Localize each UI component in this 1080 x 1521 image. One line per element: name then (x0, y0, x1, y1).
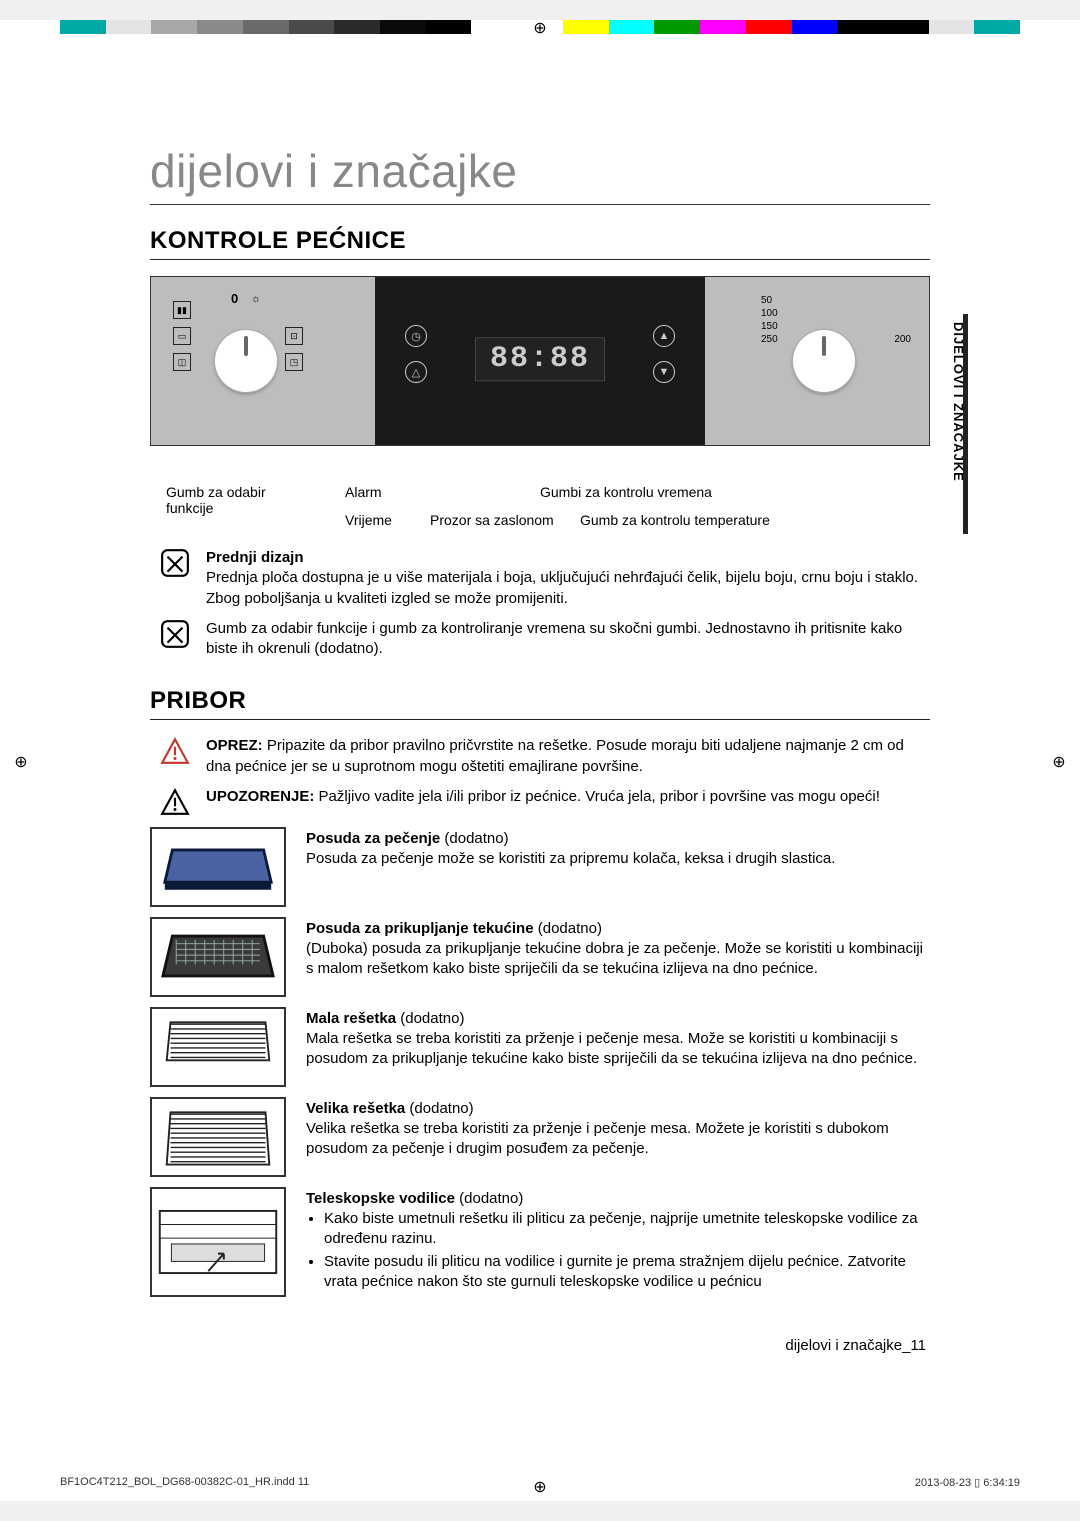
colorbar-segment (746, 20, 792, 34)
caution-note: OPREZ: Pripazite da pribor pravilno prič… (160, 736, 930, 777)
colorbar-segment (974, 20, 1020, 34)
accessory-row: Mala rešetka (dodatno)Mala rešetka se tr… (150, 1007, 930, 1087)
colorbar-segment (426, 20, 472, 34)
lcd-display: 88:88 (475, 337, 605, 381)
section-heading-accessories: PRIBOR (150, 687, 930, 720)
callout-display: Prozor sa zaslonom (430, 512, 554, 528)
clock-button[interactable]: ◷ (405, 325, 427, 347)
colorbar-segment (334, 20, 380, 34)
note-icon (160, 548, 190, 578)
function-knob[interactable] (215, 330, 277, 392)
colorbar-segment (700, 20, 746, 34)
colorbar-segment (792, 20, 838, 34)
panel-callouts: Gumb za odabir funkcije Alarm Vrijeme Pr… (150, 450, 930, 538)
callout-alarm: Alarm (345, 484, 382, 500)
page: ⊕ ⊕ ⊕ dijelovi i značajke KONTROLE PEĆNI… (0, 20, 1080, 1501)
callout-time: Vrijeme (345, 512, 392, 528)
accessory-thumbnail (150, 827, 286, 907)
control-panel-figure: 0 ☼ ▮▮ ▭ ⊡ ◫ ◳ ◷ △ ▲ ▼ (150, 276, 930, 446)
colorbar-segment (243, 20, 289, 34)
page-title: dijelovi i značajke (150, 144, 930, 205)
section-tab: DIJELOVI I ZNAČAJKE (944, 318, 966, 482)
accessory-text: Mala rešetka (dodatno)Mala rešetka se tr… (306, 1007, 930, 1087)
accessory-thumbnail (150, 917, 286, 997)
warning-body: Pažljivo vadite jela i/ili pribor iz peć… (314, 788, 880, 805)
accessory-row: Posuda za prikupljanje tekućine (dodatno… (150, 917, 930, 997)
colorbar-segment (106, 20, 152, 34)
colorbar-segment (471, 20, 517, 34)
caution-body: Pripazite da pribor pravilno pričvrstite… (206, 737, 904, 774)
footer-text: dijelovi i značajke_11 (785, 1337, 926, 1354)
section-heading-controls: KONTROLE PEĆNICE (150, 227, 930, 260)
print-file: BF1OC4T212_BOL_DG68-00382C-01_HR.indd 11 (60, 1476, 309, 1489)
colorbar-segment (380, 20, 426, 34)
note-popout-knobs: Gumb za odabir funkcije i gumb za kontro… (160, 619, 930, 660)
note-body: Gumb za odabir funkcije i gumb za kontro… (206, 620, 902, 657)
colorbar-segment (151, 20, 197, 34)
colorbar-segment (654, 20, 700, 34)
accessory-text: Velika rešetka (dodatno)Velika rešetka s… (306, 1097, 930, 1177)
callout-time-controls: Gumbi za kontrolu vremena (540, 484, 712, 500)
accessory-list: Posuda za pečenje (dodatno)Posuda za peč… (150, 827, 930, 1297)
time-down-button[interactable]: ▼ (653, 361, 675, 383)
accessory-text: Posuda za prikupljanje tekućine (dodatno… (306, 917, 930, 997)
note-title: Prednji dizajn (206, 549, 304, 566)
accessory-row: Velika rešetka (dodatno)Velika rešetka s… (150, 1097, 930, 1177)
colorbar-segment (563, 20, 609, 34)
accessory-thumbnail (150, 1187, 286, 1297)
accessory-text: Teleskopske vodilice (dodatno)Kako biste… (306, 1187, 930, 1297)
alarm-button[interactable]: △ (405, 361, 427, 383)
colorbar-segment (60, 20, 106, 34)
callout-function-knob: Gumb za odabir funkcije (166, 484, 266, 516)
colorbar-segment (197, 20, 243, 34)
display-area: ◷ △ ▲ ▼ 88:88 (375, 277, 705, 445)
print-footer: BF1OC4T212_BOL_DG68-00382C-01_HR.indd 11… (0, 1476, 1080, 1489)
note-icon (160, 619, 190, 649)
accessory-text: Posuda za pečenje (dodatno)Posuda za peč… (306, 827, 930, 907)
accessory-row: Posuda za pečenje (dodatno)Posuda za peč… (150, 827, 930, 907)
caution-lead: OPREZ: (206, 737, 263, 754)
note-body: Prednja ploča dostupna je u više materij… (206, 569, 918, 606)
time-up-button[interactable]: ▲ (653, 325, 675, 347)
temperature-scale: 50 100 150 250200 (761, 295, 911, 347)
content-area: dijelovi i značajke KONTROLE PEĆNICE 0 ☼… (0, 34, 1080, 1414)
warning-note: UPOZORENJE: Pažljivo vadite jela i/ili p… (160, 787, 930, 817)
accessory-thumbnail (150, 1097, 286, 1177)
colorbar-segment (837, 20, 883, 34)
accessory-row: Teleskopske vodilice (dodatno)Kako biste… (150, 1187, 930, 1297)
warning-lead: UPOZORENJE: (206, 788, 314, 805)
accessory-thumbnail (150, 1007, 286, 1087)
colorbar-segment (883, 20, 929, 34)
note-front-design: Prednji dizajn Prednja ploča dostupna je… (160, 548, 930, 609)
print-date: 2013-08-23 ▯ 6:34:19 (915, 1476, 1020, 1489)
callout-temp-knob: Gumb za kontrolu temperature (580, 512, 770, 528)
colorbar-segment (289, 20, 335, 34)
caution-icon (160, 736, 190, 766)
colorbar-segment (609, 20, 655, 34)
page-footer: dijelovi i značajke_11 (150, 1337, 930, 1354)
colorbar-segment (929, 20, 975, 34)
warning-icon (160, 787, 190, 817)
